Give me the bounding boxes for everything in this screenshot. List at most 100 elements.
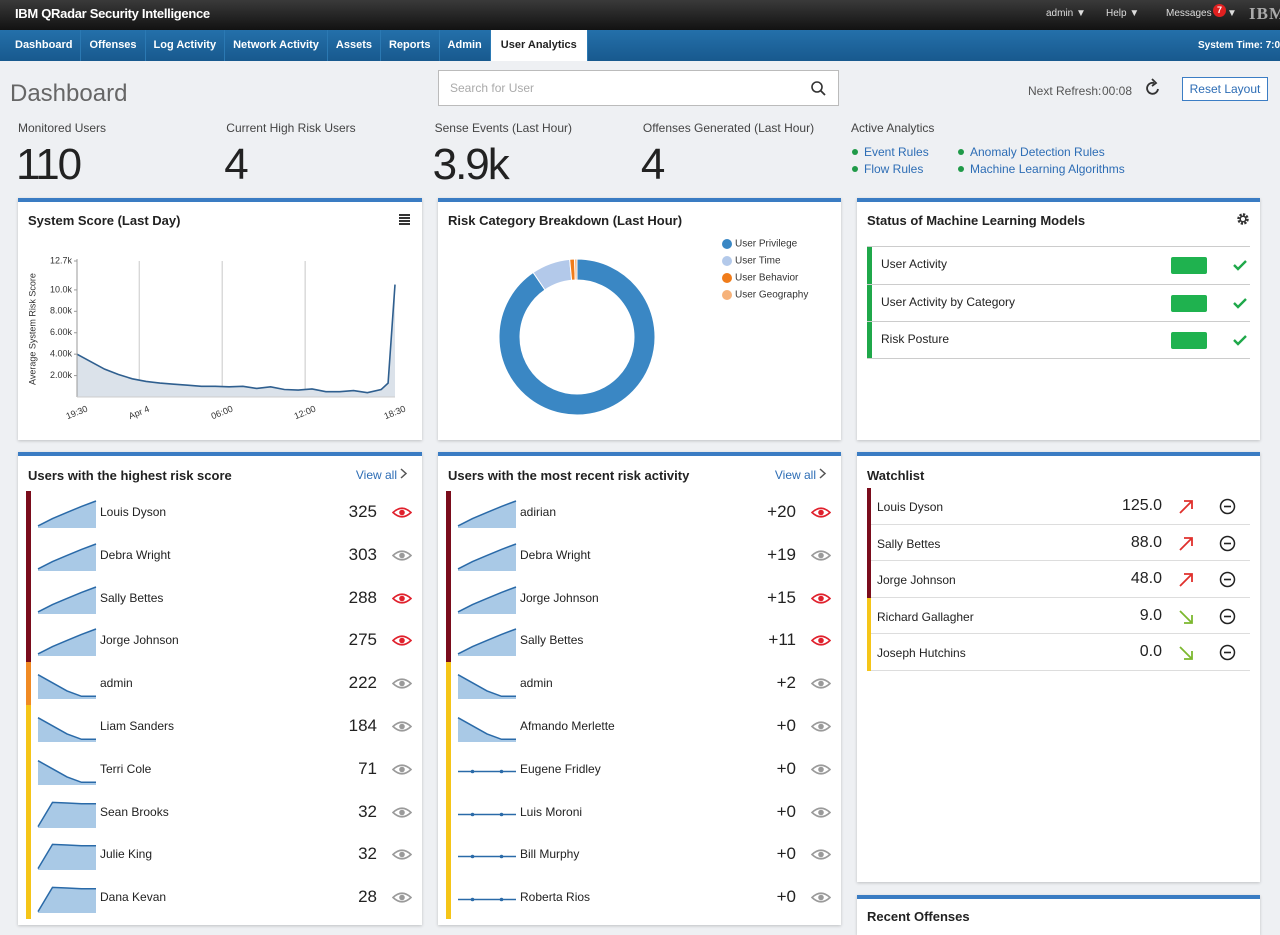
- watch-icon[interactable]: [811, 763, 831, 776]
- sparkline-dot: [470, 769, 475, 774]
- model-name: User Activity: [881, 257, 948, 271]
- user-name[interactable]: Eugene Fridley: [520, 761, 601, 776]
- sparkline: [457, 717, 516, 742]
- sparkline: [37, 843, 96, 871]
- user-name[interactable]: Luis Moroni: [520, 804, 583, 819]
- menu-icon[interactable]: [399, 214, 410, 225]
- nav-tab[interactable]: Admin: [440, 30, 491, 61]
- user-name[interactable]: Joseph Hutchins: [877, 646, 966, 661]
- user-name[interactable]: Jorge Johnson: [877, 573, 956, 588]
- watch-icon[interactable]: [811, 549, 831, 562]
- watch-icon[interactable]: [392, 506, 412, 519]
- analytics-link[interactable]: Anomaly Detection Rules: [970, 145, 1105, 159]
- sparkline-line: [37, 543, 97, 570]
- stat-value: 4: [640, 140, 666, 189]
- nav-tab[interactable]: Reports: [381, 30, 440, 61]
- watch-icon[interactable]: [392, 720, 412, 733]
- remove-button[interactable]: [1219, 535, 1236, 552]
- remove-button[interactable]: [1219, 644, 1236, 661]
- user-row: Terri Cole 71: [18, 747, 422, 791]
- view-all-link[interactable]: View all: [775, 468, 827, 482]
- user-name[interactable]: Sally Bettes: [520, 633, 584, 648]
- sparkline: [37, 674, 96, 700]
- arrow: [1179, 536, 1193, 551]
- user-name[interactable]: Jorge Johnson: [100, 633, 179, 648]
- user-name[interactable]: Julie King: [100, 847, 153, 862]
- user-name[interactable]: Jorge Johnson: [520, 590, 599, 605]
- watch-icon[interactable]: [811, 634, 831, 647]
- watch-icon[interactable]: [392, 634, 412, 647]
- user-name[interactable]: Louis Dyson: [877, 500, 944, 514]
- nav-tab[interactable]: User Analytics: [490, 30, 588, 61]
- user-name[interactable]: adirian: [520, 505, 557, 519]
- watch-icon[interactable]: [392, 763, 412, 776]
- user-name[interactable]: Sean Brooks: [100, 804, 169, 819]
- sparkline: [457, 500, 517, 528]
- search-icon[interactable]: [810, 80, 828, 98]
- user-name[interactable]: Liam Sanders: [100, 719, 175, 733]
- user-name[interactable]: admin: [520, 676, 553, 691]
- sparkline: [457, 628, 517, 657]
- user-name[interactable]: Sally Bettes: [877, 536, 941, 551]
- sparkline: [457, 543, 517, 571]
- search-box[interactable]: Search for User: [438, 70, 839, 106]
- watch-icon[interactable]: [811, 806, 831, 819]
- risk-level-bar: [26, 833, 31, 877]
- user-score: +0: [776, 758, 796, 778]
- watch-icon[interactable]: [811, 677, 831, 690]
- watch-icon[interactable]: [392, 592, 412, 605]
- messages-arrow[interactable]: ▼: [1227, 8, 1237, 19]
- top-bar: IBM QRadar Security Intelligence admin ▼…: [0, 0, 1280, 30]
- user-name[interactable]: Sally Bettes: [100, 590, 164, 605]
- sparkline-area: [38, 586, 96, 614]
- sparkline-area: [458, 629, 516, 657]
- watch-icon[interactable]: [392, 549, 412, 562]
- watch-icon[interactable]: [392, 677, 412, 690]
- analytics-link[interactable]: Flow Rules: [864, 162, 924, 176]
- watch-icon[interactable]: [392, 891, 412, 904]
- nav-tab[interactable]: Network Activity: [225, 30, 328, 61]
- refresh-icon[interactable]: [1145, 78, 1163, 98]
- user-name[interactable]: Debra Wright: [520, 547, 591, 562]
- user-name[interactable]: Terri Cole: [100, 761, 152, 776]
- user-name[interactable]: Louis Dyson: [100, 505, 167, 519]
- messages-menu[interactable]: Messages: [1166, 8, 1212, 19]
- user-row: Debra Wright +19: [438, 533, 841, 577]
- eye: [392, 593, 412, 604]
- user-name[interactable]: Richard Gallagher: [877, 609, 974, 624]
- analytics-link[interactable]: Event Rules: [864, 145, 929, 159]
- user-name[interactable]: Debra Wright: [100, 547, 171, 562]
- watch-icon[interactable]: [811, 848, 831, 861]
- settings-icon[interactable]: [1236, 212, 1250, 226]
- watch-icon[interactable]: [811, 891, 831, 904]
- view-all-text: View all: [355, 468, 397, 482]
- nav-tab[interactable]: Log Activity: [146, 30, 226, 61]
- help-menu[interactable]: Help ▼: [1106, 8, 1140, 19]
- remove-button[interactable]: [1219, 498, 1236, 515]
- user-name[interactable]: Afmando Merlette: [520, 719, 615, 733]
- user-row: Sean Brooks 32: [18, 790, 422, 834]
- watch-icon[interactable]: [811, 592, 831, 605]
- model-row: User Activity: [867, 246, 1250, 284]
- user-name[interactable]: Bill Murphy: [520, 847, 580, 862]
- user-name[interactable]: Roberta Rios: [520, 890, 591, 905]
- user-menu[interactable]: admin ▼: [1046, 8, 1086, 19]
- nav-tab[interactable]: Dashboard: [7, 30, 82, 61]
- nav-tab[interactable]: Assets: [328, 30, 381, 61]
- legend-swatch: [722, 273, 732, 283]
- reset-layout-button[interactable]: Reset Layout: [1182, 77, 1268, 101]
- eye: [811, 635, 831, 646]
- nav-tab[interactable]: Offenses: [81, 30, 146, 61]
- watch-icon[interactable]: [811, 720, 831, 733]
- analytics-link[interactable]: Machine Learning Algorithms: [970, 162, 1125, 176]
- view-all-link[interactable]: View all: [356, 468, 408, 482]
- user-name[interactable]: Dana Kevan: [100, 890, 167, 905]
- status-dot: [958, 166, 964, 172]
- remove-button[interactable]: [1219, 608, 1236, 625]
- watch-icon[interactable]: [811, 506, 831, 519]
- eye: [392, 635, 412, 646]
- watch-icon[interactable]: [392, 848, 412, 861]
- user-name[interactable]: admin: [100, 676, 133, 691]
- watch-icon[interactable]: [392, 806, 412, 819]
- remove-button[interactable]: [1219, 571, 1236, 588]
